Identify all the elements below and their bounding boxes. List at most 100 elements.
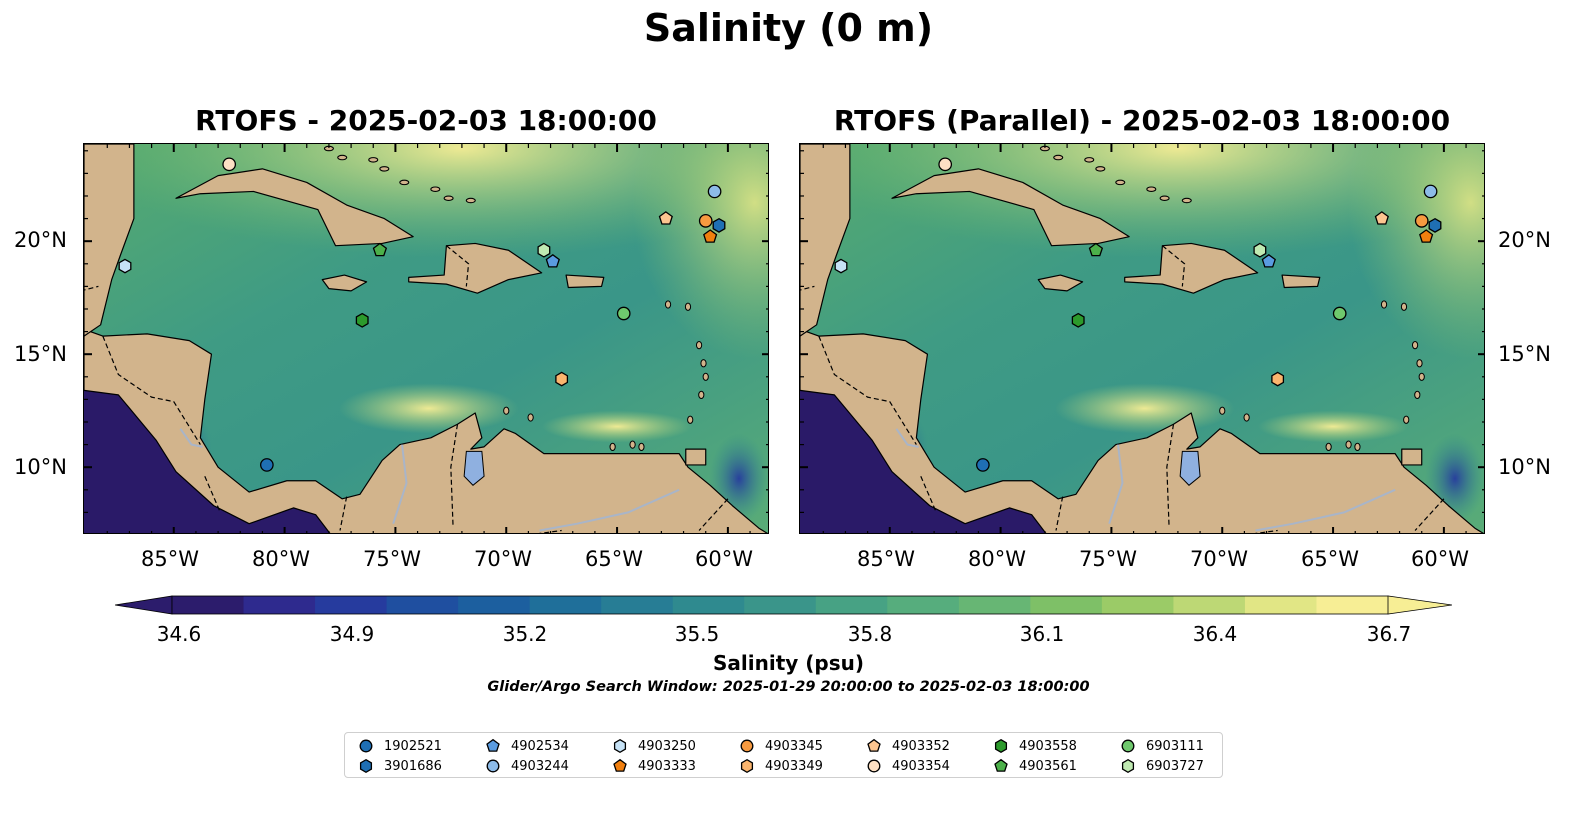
bahamas-island — [1181, 197, 1192, 204]
lat-tick-label: 10°N — [14, 455, 67, 479]
hexagon-marker-icon — [613, 738, 627, 754]
float-marker-3901686 — [712, 217, 726, 233]
country-border — [102, 335, 201, 445]
small-island — [1411, 341, 1419, 350]
colorbar-swatch — [386, 596, 459, 614]
legend-marker — [359, 739, 373, 753]
legend-item-4903250: 4903250 — [611, 737, 696, 755]
pentagon-marker-icon — [994, 758, 1008, 772]
legend-marker — [1121, 758, 1135, 774]
legend-item-6903727: 6903727 — [1119, 757, 1204, 775]
legend-marker — [359, 758, 373, 774]
pacific-ocean — [800, 390, 1046, 533]
float-marker-4903345 — [698, 213, 713, 228]
lon-tick-label: 85°W — [857, 547, 915, 571]
float-marker-4903244 — [707, 184, 722, 199]
river — [392, 444, 408, 525]
float-marker-6903111 — [1332, 306, 1347, 321]
small-island — [1380, 300, 1388, 309]
upwelling-band — [1054, 383, 1235, 434]
colorbar-extend-high — [1387, 595, 1452, 615]
colorbar-tick-label: 36.1 — [1019, 622, 1065, 646]
colorbar-swatch — [1173, 596, 1246, 614]
lon-tick-label: 75°W — [363, 547, 421, 571]
legend-item-4902534: 4902534 — [484, 737, 569, 755]
float-marker-4902534 — [1261, 253, 1276, 268]
float-marker-6903727 — [537, 242, 551, 258]
small-island — [700, 359, 707, 368]
legend-marker — [994, 738, 1008, 754]
float-marker-4903345 — [1414, 213, 1429, 228]
legend-item-4903349: 4903349 — [738, 757, 823, 775]
legend-item-4903354: 4903354 — [865, 757, 950, 775]
cuba — [175, 168, 414, 247]
pacific-ocean — [84, 390, 330, 533]
colorbar-swatch — [1101, 596, 1174, 614]
country-border — [1055, 496, 1064, 531]
legend-marker — [1121, 739, 1135, 753]
float-marker-4903349 — [1271, 371, 1285, 387]
map-right-svg — [800, 144, 1484, 533]
bahamas-island — [430, 186, 441, 192]
legend-label: 4903561 — [1019, 758, 1077, 774]
float-marker-3901686 — [1428, 217, 1442, 233]
float-marker-4903333 — [703, 229, 718, 243]
small-island — [684, 302, 692, 311]
legend-item-4903352: 4903352 — [865, 737, 950, 755]
map-panel-right[interactable] — [799, 143, 1485, 534]
colorbar-swatch — [601, 596, 674, 614]
lon-tick-label: 75°W — [1079, 547, 1137, 571]
circle-marker-icon — [359, 739, 373, 753]
small-island — [1414, 390, 1421, 399]
legend-label: 4903250 — [638, 738, 696, 754]
colorbar-frame — [171, 595, 1389, 615]
circle-marker-icon — [867, 759, 881, 773]
country-border — [339, 496, 348, 531]
legend-label: 1902521 — [384, 738, 442, 754]
colorbar-tick-label: 34.6 — [156, 622, 202, 646]
country-border — [800, 285, 815, 291]
small-island — [1219, 406, 1226, 415]
colorbar-swatch — [1316, 596, 1389, 614]
legend-marker — [486, 738, 500, 752]
legend: 1902521 3901686 4902534 4903244 4903250 49033… — [344, 732, 1223, 778]
circle-marker-icon — [740, 739, 754, 753]
bahamas-island — [379, 166, 390, 172]
lat-tick-label: 15°N — [14, 342, 67, 366]
small-island — [1416, 359, 1423, 368]
hexagon-marker-icon — [1121, 758, 1135, 774]
bahamas-island — [1053, 154, 1064, 161]
lon-tick-label: 70°W — [474, 547, 532, 571]
colorbar-swatch — [672, 596, 745, 614]
colorbar-swatch — [958, 596, 1031, 614]
legend-item-4903333: 4903333 — [611, 757, 696, 775]
map-panel-left[interactable] — [83, 143, 769, 534]
figure-title: Salinity (0 m) — [643, 6, 934, 50]
colorbar-swatch — [744, 596, 817, 614]
small-island — [664, 300, 672, 309]
small-island — [698, 390, 705, 399]
colorbar-swatch — [172, 596, 245, 614]
upwelling-band — [1258, 410, 1409, 443]
legend-label: 4903352 — [892, 738, 950, 754]
float-marker-1902521 — [260, 458, 274, 472]
legend-label: 4903349 — [765, 758, 823, 774]
small-island — [1403, 415, 1410, 424]
float-marker-4903352 — [1374, 211, 1389, 225]
bahamas-island — [399, 179, 410, 186]
colorbar-tick-label: 35.5 — [674, 622, 720, 646]
river — [895, 428, 919, 448]
legend-marker — [867, 759, 881, 773]
yucatan — [84, 144, 135, 337]
float-marker-4903561 — [1088, 242, 1104, 257]
lon-tick-label: 60°W — [1411, 547, 1469, 571]
hispaniola — [408, 242, 543, 294]
legend-item-3901686: 3901686 — [357, 757, 442, 775]
small-island — [702, 372, 709, 381]
circle-marker-icon — [1121, 739, 1135, 753]
legend-item-6903111: 6903111 — [1119, 737, 1204, 755]
legend-label: 4903333 — [638, 758, 696, 774]
country-border — [920, 476, 937, 513]
country-border — [1166, 424, 1175, 526]
hexagon-marker-icon — [994, 738, 1008, 754]
